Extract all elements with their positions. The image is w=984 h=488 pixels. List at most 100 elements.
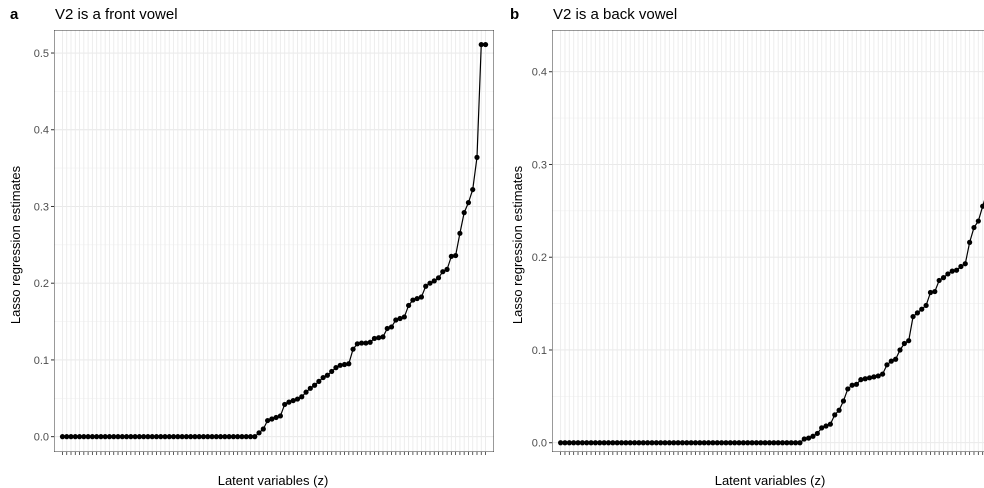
data-point — [119, 434, 125, 440]
data-point — [371, 335, 378, 342]
data-point — [393, 317, 399, 323]
data-point — [732, 440, 738, 446]
data-point — [636, 440, 642, 446]
data-point — [623, 440, 629, 446]
data-point — [102, 434, 108, 440]
data-point — [367, 339, 373, 345]
data-point — [384, 325, 390, 332]
data-point — [264, 417, 271, 424]
data-point — [217, 434, 224, 440]
data-point — [901, 340, 907, 347]
data-point — [247, 434, 254, 440]
data-point — [461, 210, 467, 216]
x-axis-title-b: Latent variables (z) — [715, 473, 826, 488]
data-point — [845, 386, 851, 392]
data-point — [875, 373, 881, 379]
data-point — [457, 230, 463, 236]
data-point — [482, 41, 489, 48]
data-point — [346, 361, 352, 367]
data-point — [940, 275, 947, 281]
x-axis-title-a: Latent variables (z) — [218, 473, 329, 488]
data-point — [601, 440, 607, 446]
data-point — [784, 440, 790, 446]
data-point — [792, 440, 799, 446]
data-point — [631, 440, 638, 446]
data-point — [200, 434, 207, 440]
data-point — [610, 440, 616, 446]
y-tick-label: 0.4 — [34, 125, 49, 137]
data-point — [478, 41, 484, 48]
data-point — [115, 434, 121, 440]
data-point — [448, 253, 454, 259]
data-point — [971, 224, 977, 231]
data-point — [597, 440, 603, 446]
data-point — [836, 407, 842, 413]
data-point — [111, 434, 117, 440]
data-point — [975, 218, 981, 224]
data-point — [579, 440, 585, 446]
data-point — [618, 440, 625, 446]
data-point — [337, 362, 343, 368]
data-point — [162, 434, 168, 440]
data-point — [575, 440, 581, 446]
data-point — [128, 434, 134, 440]
data-point — [788, 440, 794, 446]
data-point — [316, 378, 322, 385]
data-point — [440, 269, 446, 275]
data-point — [897, 347, 903, 353]
data-point — [205, 434, 211, 440]
data-point — [397, 315, 403, 322]
data-point — [819, 425, 825, 431]
panel-b-plot: 0.0 0.1 0.2 0.3 0.4 — [532, 30, 984, 455]
data-point — [658, 440, 664, 446]
panel-a-plot: 0.0 0.1 0.2 0.3 0.4 0.5 — [34, 30, 494, 455]
data-point — [175, 434, 181, 440]
data-point — [401, 314, 407, 320]
data-point — [106, 434, 113, 440]
data-point — [723, 440, 729, 446]
y-tick-label: 0.2 — [532, 252, 547, 264]
data-point — [584, 440, 590, 446]
data-point — [810, 433, 816, 439]
data-point — [688, 440, 694, 446]
data-point — [136, 434, 142, 440]
data-point — [59, 434, 66, 440]
data-point — [849, 382, 855, 388]
data-point — [753, 440, 760, 446]
data-point — [98, 434, 104, 440]
data-point — [311, 382, 318, 388]
data-point — [341, 361, 348, 368]
data-point — [260, 426, 266, 432]
data-point — [910, 313, 916, 320]
data-point — [94, 434, 100, 440]
data-point — [871, 374, 877, 380]
data-point — [823, 423, 829, 429]
data-point — [290, 397, 296, 404]
data-point — [376, 335, 382, 341]
data-point — [919, 306, 925, 312]
data-point — [749, 440, 755, 446]
data-point — [923, 302, 929, 309]
panel-tag-a: a — [10, 6, 19, 23]
panel-tag-b: b — [510, 6, 519, 23]
data-point — [884, 362, 890, 368]
data-point — [558, 440, 564, 446]
data-point — [840, 398, 847, 404]
panel-b: b V2 is a back vowel 0.0 0.1 0.2 0.3 0.4 Lat… — [510, 6, 984, 488]
y-tick-label: 0.0 — [532, 438, 547, 450]
data-point — [359, 340, 365, 346]
data-point — [153, 434, 160, 440]
data-point — [192, 434, 198, 440]
data-point — [880, 371, 886, 377]
data-point — [474, 154, 480, 160]
data-point — [235, 434, 241, 440]
data-point — [605, 440, 612, 446]
data-point — [671, 440, 677, 446]
data-point — [269, 416, 275, 422]
data-point — [435, 275, 442, 281]
data-point — [170, 434, 177, 440]
y-tick-label: 0.1 — [34, 355, 49, 367]
data-point — [727, 440, 733, 446]
y-axis-title-b: Lasso regression estimates — [510, 165, 525, 324]
